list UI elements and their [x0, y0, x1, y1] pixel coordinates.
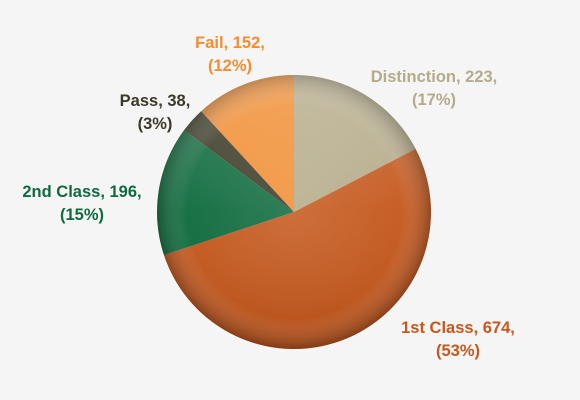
data-label-fail: Fail, 152, (12%)	[195, 34, 265, 75]
data-label-line-1: Distinction, 223,	[371, 68, 498, 86]
data-label-line-2: (12%)	[208, 57, 252, 75]
data-label-1st-class: 1st Class, 674, (53%)	[401, 319, 515, 360]
data-label-2nd-class: 2nd Class, 196, (15%)	[22, 183, 141, 224]
data-label-pass: Pass, 38, (3%)	[120, 92, 191, 133]
data-label-line-1: 1st Class, 674,	[401, 319, 515, 337]
data-label-line-1: Fail, 152,	[195, 34, 265, 52]
pie-slices	[157, 74, 432, 350]
data-label-line-2: (15%)	[60, 206, 104, 224]
data-label-line-2: (3%)	[138, 115, 173, 133]
data-label-line-2: (17%)	[412, 91, 456, 109]
data-label-line-1: Pass, 38,	[120, 92, 191, 110]
pie-data-labels: Distinction, 223, (17%) 1st Class, 674, (53…	[22, 34, 514, 360]
data-label-line-2: (53%)	[436, 342, 480, 360]
data-label-distinction: Distinction, 223, (17%)	[371, 68, 498, 109]
data-label-line-1: 2nd Class, 196,	[22, 183, 141, 201]
